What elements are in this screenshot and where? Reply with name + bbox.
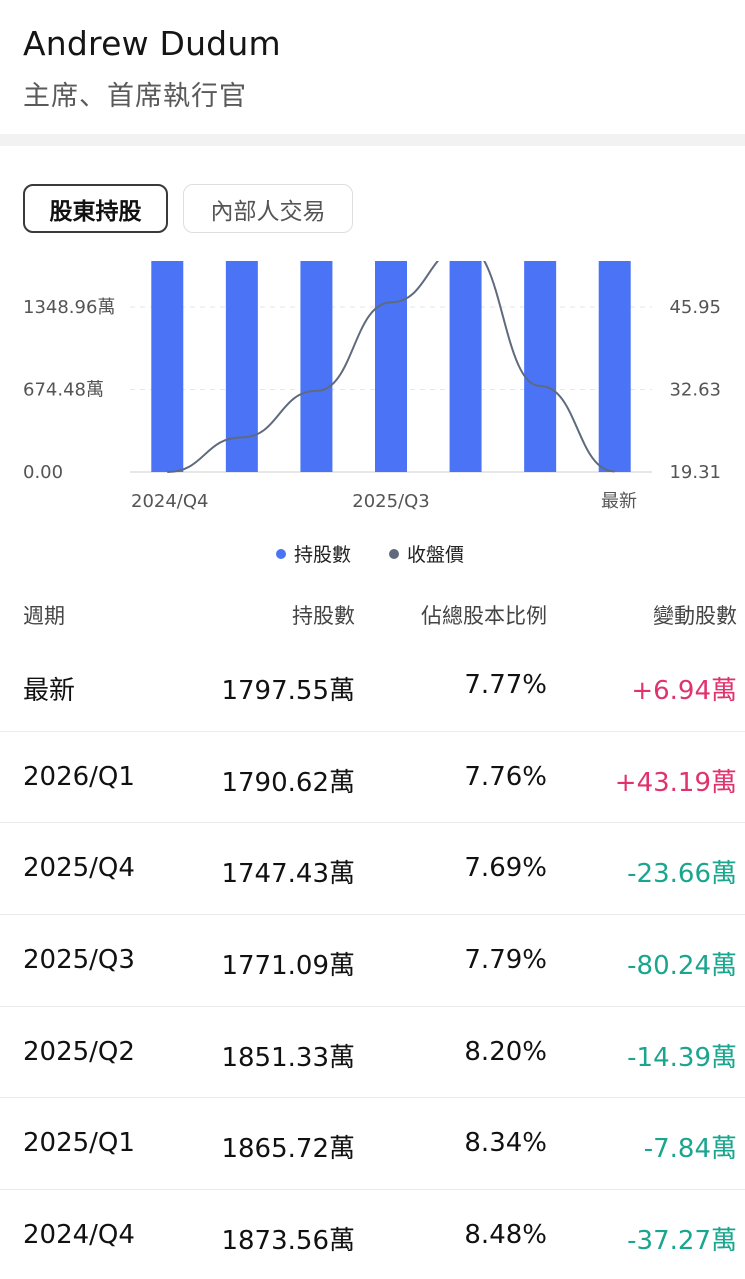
legend-item-shares[interactable]: 持股數 (276, 540, 351, 567)
price-line (167, 261, 615, 473)
row-change: -7.84萬 (643, 1134, 737, 1165)
bar-2025/Q2[interactable] (300, 246, 333, 472)
row-period: 2025/Q4 (23, 853, 135, 884)
table-row[interactable]: 2025/Q1 1865.72萬 8.34% -7.84萬 (0, 1098, 745, 1191)
table-row[interactable]: 2025/Q4 1747.43萬 7.69% -23.66萬 (0, 823, 745, 916)
table-header: 週期 持股數 佔總股本比例 變動股數 (0, 600, 745, 632)
row-period: 2026/Q1 (23, 761, 135, 792)
row-period: 最新 (23, 676, 76, 706)
bar-最新[interactable] (598, 252, 631, 472)
chart-svg: 0.00 674.48萬 1348.96萬 19.31 32.63 45.95 2024/Q… (23, 245, 721, 512)
table-row[interactable]: 2025/Q3 1771.09萬 7.79% -80.24萬 (0, 915, 745, 1007)
left-axis-tick: 1348.96萬 (23, 297, 115, 318)
row-period: 2025/Q2 (23, 1036, 135, 1067)
table-row[interactable]: 2026/Q1 1790.62萬 7.76% +43.19萬 (0, 732, 745, 824)
holding-table: 最新 1797.55萬 7.77% +6.94萬 2026/Q1 1790.62萬 7.76… (0, 640, 745, 1279)
row-period: 2024/Q4 (23, 1220, 135, 1251)
row-percent: 7.77% (464, 670, 547, 700)
row-shares: 1747.43萬 (221, 859, 355, 890)
row-change: -37.27萬 (627, 1226, 737, 1257)
row-shares: 1790.62萬 (221, 767, 355, 798)
legend-dot-price (389, 548, 399, 559)
row-shares: 1851.33萬 (221, 1042, 355, 1073)
holding-chart: 0.00 674.48萬 1348.96萬 19.31 32.63 45.95 2024/Q… (0, 245, 745, 535)
row-change: -80.24萬 (627, 951, 737, 982)
row-change: +43.19萬 (614, 767, 737, 798)
left-axis-tick: 674.48萬 (23, 380, 104, 401)
bar-2026/Q1[interactable] (524, 253, 557, 472)
header-percent: 佔總股本比例 (421, 604, 547, 628)
table-row[interactable]: 最新 1797.55萬 7.77% +6.94萬 (0, 640, 745, 732)
row-period: 2025/Q3 (23, 945, 135, 976)
chart-legend: 持股數 收盤價 (0, 540, 745, 568)
header-shares: 持股數 (292, 604, 355, 628)
left-axis-tick: 0.00 (23, 462, 63, 483)
section-divider (0, 134, 745, 146)
row-shares: 1865.72萬 (221, 1134, 355, 1165)
table-row[interactable]: 2024/Q4 1873.56萬 8.48% -37.27萬 (0, 1190, 745, 1279)
tab-shareholding[interactable]: 股東持股 (23, 184, 168, 233)
x-axis-tick: 2024/Q4 (131, 491, 209, 512)
legend-dot-shares (276, 548, 286, 559)
person-name: Andrew Dudum (23, 24, 281, 63)
row-period: 2025/Q1 (23, 1128, 135, 1159)
row-percent: 7.69% (464, 853, 547, 884)
x-axis-tick: 2025/Q3 (352, 491, 430, 512)
row-change: +6.94萬 (631, 676, 737, 706)
bar-2025/Q3[interactable] (375, 255, 407, 472)
table-row[interactable]: 2025/Q2 1851.33萬 8.20% -14.39萬 (0, 1007, 745, 1099)
bar-2025/Q4[interactable] (449, 258, 482, 472)
row-percent: 8.20% (464, 1036, 547, 1067)
right-axis-tick: 45.95 (669, 297, 721, 318)
row-percent: 7.79% (464, 945, 547, 976)
row-shares: 1873.56萬 (221, 1226, 355, 1257)
row-shares: 1771.09萬 (221, 951, 355, 982)
legend-label-price: 收盤價 (407, 544, 465, 566)
header-period: 週期 (23, 604, 65, 628)
row-change: -14.39萬 (627, 1042, 737, 1073)
right-axis-tick: 32.63 (669, 380, 721, 401)
right-axis-tick: 19.31 (669, 462, 721, 483)
header-change: 變動股數 (653, 604, 737, 628)
person-title: 主席、首席執行官 (23, 81, 247, 112)
row-change: -23.66萬 (627, 859, 737, 890)
row-percent: 8.34% (464, 1128, 547, 1159)
row-shares: 1797.55萬 (221, 676, 355, 706)
row-percent: 8.48% (464, 1220, 547, 1251)
bar-2024/Q4[interactable] (151, 245, 184, 472)
tab-insider-trading[interactable]: 內部人交易 (183, 184, 353, 233)
header: Andrew Dudum 主席、首席執行官 (0, 0, 745, 134)
row-percent: 7.76% (464, 761, 547, 792)
x-axis-tick: 最新 (601, 491, 637, 512)
legend-item-price[interactable]: 收盤價 (389, 540, 464, 567)
legend-label-shares: 持股數 (294, 544, 352, 566)
